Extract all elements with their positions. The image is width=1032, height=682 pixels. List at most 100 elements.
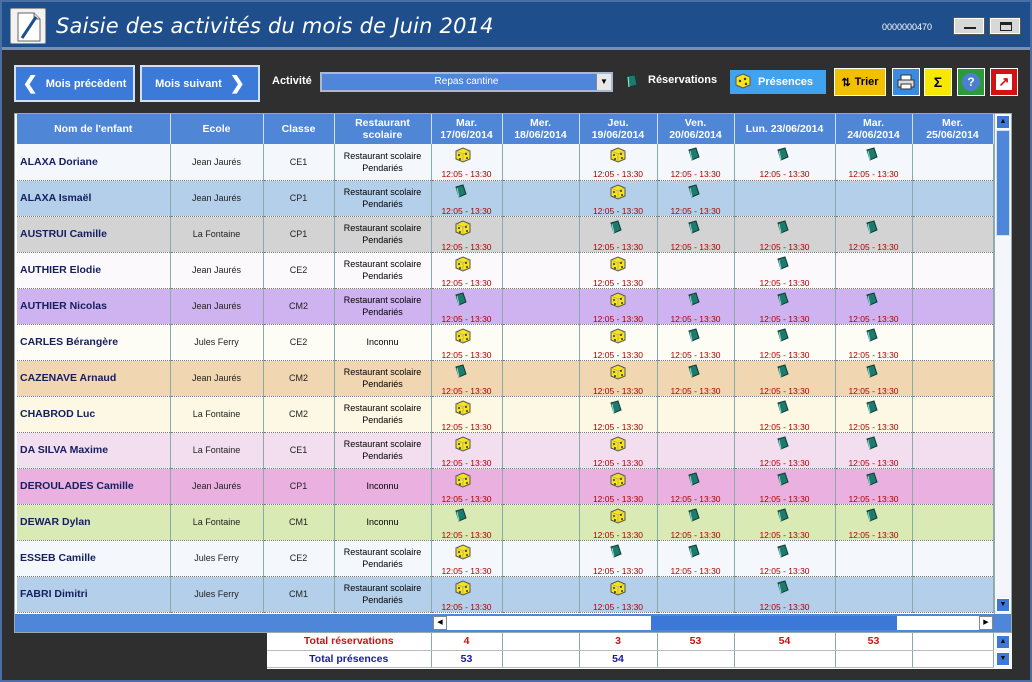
day-cell[interactable]: 12:05 - 13:30: [431, 504, 503, 541]
activity-slot[interactable]: 12:05 - 13:30: [836, 362, 912, 396]
table-row[interactable]: AUTHIER Nicolas Jean Jaurés CM2 Restaurant …: [17, 288, 994, 325]
day-cell[interactable]: 12:05 - 13:30: [657, 144, 735, 181]
school-cell[interactable]: Jean Jaurés: [170, 144, 264, 181]
day-cell[interactable]: [912, 468, 994, 505]
day-cell[interactable]: [835, 576, 913, 613]
class-cell[interactable]: CE1: [263, 144, 335, 181]
school-cell[interactable]: Jean Jaurés: [170, 288, 264, 325]
day-cell[interactable]: 12:05 - 13:30: [734, 504, 836, 541]
child-name[interactable]: CARLES Bérangère: [17, 324, 171, 361]
column-header-day[interactable]: Mer. 25/06/2014: [912, 114, 994, 144]
class-cell[interactable]: CM2: [263, 288, 335, 325]
school-cell[interactable]: La Fontaine: [170, 396, 264, 433]
day-cell[interactable]: 12:05 - 13:30: [657, 216, 735, 253]
scroll-down-icon[interactable]: ▼: [996, 598, 1010, 612]
day-cell[interactable]: 12:05 - 13:30: [431, 396, 503, 433]
day-cell[interactable]: [734, 180, 836, 217]
activity-slot[interactable]: 12:05 - 13:30: [658, 290, 734, 324]
activity-slot[interactable]: 12:05 - 13:30: [658, 145, 734, 179]
column-header-class[interactable]: Classe: [263, 114, 335, 144]
class-cell[interactable]: CM2: [263, 360, 335, 397]
vertical-scroll-thumb[interactable]: [996, 130, 1010, 236]
activity-slot[interactable]: 12:05 - 13:30: [580, 182, 657, 216]
child-name[interactable]: DEROULADES Camille: [17, 468, 171, 505]
activity-slot[interactable]: 12:05 - 13:30: [658, 218, 734, 252]
class-cell[interactable]: CP1: [263, 468, 335, 505]
restaurant-cell[interactable]: Restaurant scolaire Pendariés: [334, 144, 432, 181]
activity-slot[interactable]: 12:05 - 13:30: [432, 398, 502, 432]
scroll-down-icon[interactable]: ▼: [996, 652, 1010, 666]
activity-slot[interactable]: 12:05 - 13:30: [432, 506, 502, 540]
exit-button[interactable]: ↗: [990, 68, 1018, 96]
activity-slot[interactable]: 12:05 - 13:30: [735, 542, 835, 576]
activity-slot[interactable]: 12:05 - 13:30: [735, 362, 835, 396]
day-cell[interactable]: [502, 216, 580, 253]
day-cell[interactable]: 12:05 - 13:30: [579, 504, 658, 541]
child-name[interactable]: FABRI Dimitri: [17, 576, 171, 613]
day-cell[interactable]: 12:05 - 13:30: [579, 144, 658, 181]
activity-slot[interactable]: 12:05 - 13:30: [658, 542, 734, 576]
day-cell[interactable]: 12:05 - 13:30: [734, 432, 836, 469]
day-cell[interactable]: 12:05 - 13:30: [835, 468, 913, 505]
day-cell[interactable]: [502, 468, 580, 505]
day-cell[interactable]: 12:05 - 13:30: [657, 540, 735, 577]
restaurant-cell[interactable]: Restaurant scolaire Pendariés: [334, 432, 432, 469]
column-header-day[interactable]: Mer. 18/06/2014: [502, 114, 580, 144]
restaurant-cell[interactable]: Restaurant scolaire Pendariés: [334, 360, 432, 397]
activity-slot[interactable]: 12:05 - 13:30: [432, 182, 502, 216]
day-cell[interactable]: [912, 576, 994, 613]
activity-slot[interactable]: 12:05 - 13:30: [836, 470, 912, 504]
activity-slot[interactable]: 12:05 - 13:30: [836, 398, 912, 432]
restaurant-cell[interactable]: Inconnu: [334, 468, 432, 505]
activity-slot[interactable]: 12:05 - 13:30: [735, 434, 835, 468]
activity-slot[interactable]: 12:05 - 13:30: [432, 254, 502, 288]
day-cell[interactable]: 12:05 - 13:30: [431, 324, 503, 361]
day-cell[interactable]: [912, 144, 994, 181]
column-header-school[interactable]: Ecole: [170, 114, 264, 144]
day-cell[interactable]: 12:05 - 13:30: [835, 288, 913, 325]
day-cell[interactable]: 12:05 - 13:30: [431, 216, 503, 253]
activity-slot[interactable]: 12:05 - 13:30: [658, 362, 734, 396]
day-cell[interactable]: 12:05 - 13:30: [579, 540, 658, 577]
day-cell[interactable]: [912, 432, 994, 469]
child-name[interactable]: CHABROD Luc: [17, 396, 171, 433]
class-cell[interactable]: CM1: [263, 576, 335, 613]
day-cell[interactable]: 12:05 - 13:30: [734, 540, 836, 577]
day-cell[interactable]: 12:05 - 13:30: [431, 360, 503, 397]
sum-button[interactable]: Σ: [924, 68, 952, 96]
activity-slot[interactable]: 12:05 - 13:30: [432, 326, 502, 360]
activity-slot[interactable]: 12:05 - 13:30: [735, 578, 835, 612]
class-cell[interactable]: CM1: [263, 504, 335, 541]
day-cell[interactable]: 12:05 - 13:30: [734, 576, 836, 613]
activity-slot[interactable]: 12:05 - 13:30: [836, 506, 912, 540]
day-cell[interactable]: 12:05 - 13:30: [734, 360, 836, 397]
column-header-restaurant[interactable]: Restaurant scolaire: [334, 114, 432, 144]
table-row[interactable]: CARLES Bérangère Jules Ferry CE2 Inconnu 12:…: [17, 324, 994, 361]
day-cell[interactable]: 12:05 - 13:30: [734, 396, 836, 433]
table-row[interactable]: AUTHIER Elodie Jean Jaurés CE2 Restaurant s…: [17, 252, 994, 289]
day-cell[interactable]: 12:05 - 13:30: [579, 396, 658, 433]
day-cell[interactable]: [502, 288, 580, 325]
restaurant-cell[interactable]: Inconnu: [334, 324, 432, 361]
restaurant-cell[interactable]: Restaurant scolaire Pendariés: [334, 540, 432, 577]
day-cell[interactable]: 12:05 - 13:30: [579, 468, 658, 505]
day-cell[interactable]: 12:05 - 13:30: [734, 324, 836, 361]
totals-scrollbar[interactable]: ▲ ▼: [995, 633, 1012, 669]
help-button[interactable]: ?: [957, 68, 985, 96]
class-cell[interactable]: CE2: [263, 324, 335, 361]
day-cell[interactable]: [912, 396, 994, 433]
table-row[interactable]: ALAXA Ismaël Jean Jaurés CP1 Restaurant sco…: [17, 180, 994, 217]
activity-slot[interactable]: 12:05 - 13:30: [432, 434, 502, 468]
scroll-up-icon[interactable]: ▲: [996, 635, 1010, 649]
day-cell[interactable]: 12:05 - 13:30: [657, 180, 735, 217]
horizontal-scroll-thumb[interactable]: [651, 616, 897, 630]
column-header-day[interactable]: Mar. 17/06/2014: [431, 114, 503, 144]
activity-slot[interactable]: 12:05 - 13:30: [580, 470, 657, 504]
restaurant-cell[interactable]: Restaurant scolaire Pendariés: [334, 576, 432, 613]
day-cell[interactable]: 12:05 - 13:30: [657, 504, 735, 541]
day-cell[interactable]: 12:05 - 13:30: [431, 252, 503, 289]
school-cell[interactable]: Jean Jaurés: [170, 180, 264, 217]
day-cell[interactable]: [502, 576, 580, 613]
day-cell[interactable]: 12:05 - 13:30: [431, 576, 503, 613]
day-cell[interactable]: [912, 540, 994, 577]
